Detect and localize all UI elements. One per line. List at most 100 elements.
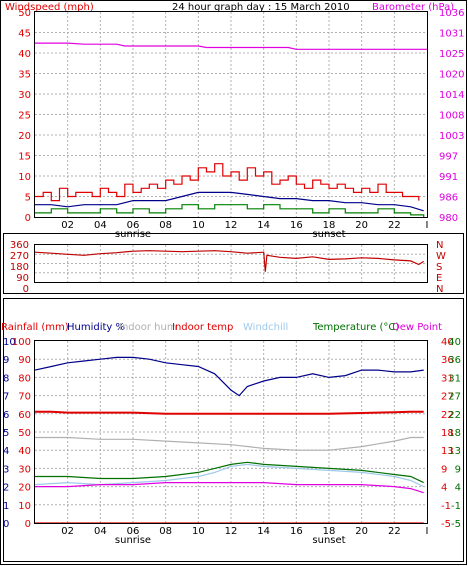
- wind-plot-area: [34, 11, 428, 218]
- humidity-ytick-label: 50: [18, 428, 31, 439]
- compass-label: E: [436, 273, 442, 284]
- indoor-temp-ytick-label: -1: [441, 501, 451, 512]
- wind-ytick-label: 10: [18, 172, 31, 183]
- temp-xtick-label: 12: [225, 526, 238, 537]
- wind-xtick-label: 02: [61, 220, 74, 231]
- temp-xtick-label: 14: [257, 526, 270, 537]
- wind-xtick-label: 08: [159, 220, 172, 231]
- windspeed-axis-title: Windspeed (mph): [5, 2, 94, 13]
- humidity-ytick-label: 0: [25, 519, 31, 530]
- temp-ytick-label: 4: [455, 483, 461, 494]
- series-wind-direction: [34, 250, 425, 272]
- chart-title: 24 hour graph day : 15 March 2010: [172, 2, 350, 13]
- rain-ytick-label: 8: [3, 373, 9, 384]
- series-average: [35, 191, 424, 212]
- temp-xtick-label: 22: [388, 526, 401, 537]
- wind-ytick-label: 45: [18, 29, 31, 40]
- legend-indoor-temp: Indoor temp: [172, 322, 233, 333]
- baro-ytick-label: 1036: [439, 8, 464, 19]
- tick-label-layer: 5045403530252015105010361031102510201014…: [3, 8, 464, 546]
- rain-ytick-label: 4: [3, 446, 9, 457]
- wind-xtick-label: 20: [355, 220, 368, 231]
- indoor-temp-ytick-label: 36: [441, 355, 454, 366]
- dir-ytick-label: 270: [10, 251, 29, 262]
- temp-xtick-label: 16: [290, 526, 303, 537]
- wind-ytick-label: 15: [18, 152, 31, 163]
- humidity-ytick-label: 30: [18, 464, 31, 475]
- rain-ytick-label: 2: [3, 483, 9, 494]
- humidity-ytick-label: 40: [18, 446, 31, 457]
- humidity-ytick-label: 100: [12, 337, 31, 348]
- baro-ytick-label: 1008: [439, 111, 464, 122]
- grid-layer: [35, 12, 427, 523]
- temp-ytick-label: 31: [448, 373, 461, 384]
- baro-ytick-label: 1025: [439, 49, 464, 60]
- wind-xtick-label: 18: [323, 220, 336, 231]
- wind-xtick-label: 06: [127, 220, 140, 231]
- indoor-temp-ytick-label: -5: [441, 519, 451, 530]
- humidity-ytick-label: 10: [18, 501, 31, 512]
- dir-ytick-label: 90: [16, 273, 29, 284]
- legend-temperature: Temperature (°C): [312, 322, 399, 333]
- temp-ytick-label: 13: [448, 446, 461, 457]
- indoor-temp-ytick-label: 27: [441, 392, 454, 403]
- compass-label: N: [436, 284, 443, 295]
- temp-ytick-label: 18: [448, 428, 461, 439]
- humidity-ytick-label: 80: [18, 373, 31, 384]
- wind-xtick-label: 14: [257, 220, 270, 231]
- wind-xtick-label: 16: [290, 220, 303, 231]
- temp-xtick-label: 02: [61, 526, 74, 537]
- temp-xtick-label: 04: [94, 526, 107, 537]
- dir-ytick-label: 0: [23, 284, 29, 295]
- sunset-label: sunset: [312, 535, 345, 546]
- temp-ytick-label: -5: [451, 519, 461, 530]
- compass-label: S: [436, 262, 442, 273]
- temp-ytick-label: 27: [448, 392, 461, 403]
- sunrise-label: sunrise: [115, 535, 151, 546]
- baro-ytick-label: 1014: [439, 90, 464, 101]
- wind-ytick-label: 40: [18, 49, 31, 60]
- rain-ytick-label: 0: [3, 519, 9, 530]
- indoor-temp-ytick-label: 9: [441, 464, 447, 475]
- series-lull: [35, 204, 425, 217]
- temp-ytick-label: 22: [448, 410, 461, 421]
- dir-ytick-label: 360: [10, 240, 29, 251]
- series-indoor-hum: [35, 436, 424, 451]
- rain-ytick-label: 10: [3, 337, 16, 348]
- series-windchill: [34, 463, 424, 488]
- series-dew-point: [35, 482, 424, 494]
- barometer-axis-title: Barometer (hPa): [372, 2, 454, 13]
- indoor-temp-ytick-label: 40: [441, 337, 454, 348]
- wind-xtick-label: 10: [192, 220, 205, 231]
- legend-windchill: Windchill: [243, 322, 288, 333]
- wind-ytick-label: 0: [25, 213, 31, 224]
- temp-xtick-label: 10: [192, 526, 205, 537]
- baro-ytick-label: 1020: [439, 70, 464, 81]
- direction-plot-area: [34, 244, 428, 283]
- temp-frame: [3, 298, 464, 562]
- temp-ytick-label: 9: [455, 464, 461, 475]
- rain-ytick-label: 3: [3, 464, 9, 475]
- baro-ytick-label: 991: [439, 172, 458, 183]
- series-temperature-c: [35, 461, 424, 484]
- series-humidity: [34, 356, 424, 397]
- baro-ytick-label: 997: [439, 152, 458, 163]
- indoor-temp-ytick-label: 22: [441, 410, 454, 421]
- direction-frame: [3, 233, 464, 294]
- rain-ytick-label: 6: [3, 410, 9, 421]
- temp-xtick-label: 18: [323, 526, 336, 537]
- sunset-label: sunset: [312, 229, 345, 240]
- series-barometer-hpa: [35, 42, 427, 50]
- legend-dew-point: Dew Point: [392, 322, 442, 333]
- baro-ytick-label: 1031: [439, 29, 464, 40]
- compass-label: W: [436, 251, 446, 262]
- indoor-temp-ytick-label: 18: [441, 428, 454, 439]
- sunrise-label: sunrise: [115, 229, 151, 240]
- rain-ytick-label: 1: [3, 501, 9, 512]
- indoor-temp-ytick-label: 4: [441, 483, 447, 494]
- baro-ytick-label: 1003: [439, 131, 464, 142]
- wind-xtick-label: 22: [388, 220, 401, 231]
- wind-xtick-label: 12: [225, 220, 238, 231]
